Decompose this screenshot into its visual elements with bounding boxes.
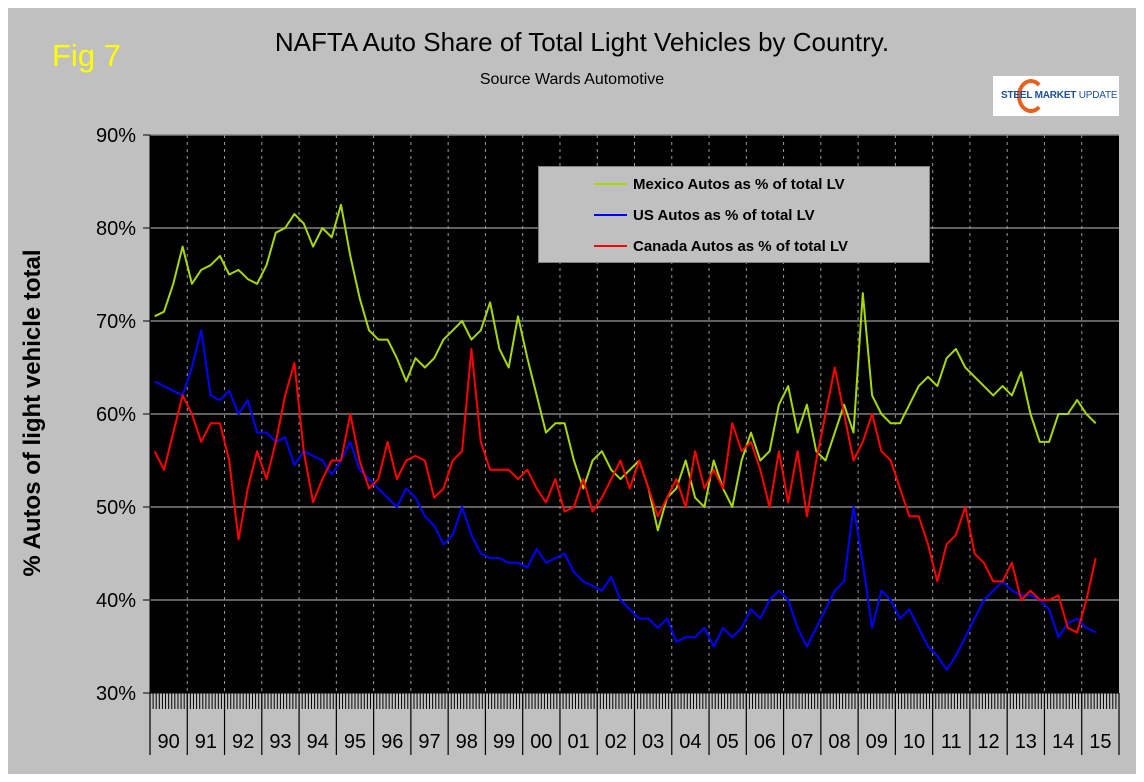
- x-tick-label: 01: [567, 731, 589, 753]
- series-line-canada: [153, 347, 1097, 634]
- logo-text: STEEL MARKET UPDATE: [1001, 90, 1118, 101]
- y-tick-label: 60%: [96, 404, 136, 426]
- x-tick-label: 94: [307, 731, 329, 753]
- x-tick-label: 91: [195, 731, 217, 753]
- legend-label-us: US Autos as % of total LV: [633, 206, 815, 224]
- x-tick-label: 14: [1052, 731, 1074, 753]
- x-tick-label: 12: [977, 731, 999, 753]
- legend-label-mexico: Mexico Autos as % of total LV: [633, 175, 845, 193]
- x-tick-label: 00: [530, 731, 552, 753]
- y-tick-label: 90%: [96, 125, 136, 147]
- axes: 30% 40% 50% 60% 70% 80% 90% 90 91 92 93 94 95 96 97 98 9…: [96, 125, 1120, 755]
- x-tick-label: 97: [418, 731, 440, 753]
- y-tick-label: 50%: [96, 497, 136, 519]
- steel-market-update-logo: STEEL MARKET UPDATE: [993, 76, 1119, 116]
- logo-text-bold: STEEL MARKET: [1001, 90, 1077, 101]
- chart-title: NAFTA Auto Share of Total Light Vehicles…: [274, 27, 890, 57]
- x-tick-label: 98: [456, 731, 478, 753]
- x-tick-label: 10: [903, 731, 925, 753]
- legend-item-us: US Autos as % of total LV: [594, 205, 815, 225]
- y-tick-label: 40%: [96, 590, 136, 612]
- x-tick-label: 06: [754, 731, 776, 753]
- legend: Mexico Autos as % of total LV US Autos a…: [538, 166, 930, 263]
- logo-arc-icon: [1017, 79, 1045, 113]
- figure-label: Fig 7: [52, 38, 121, 73]
- x-tick-label: 95: [344, 731, 366, 753]
- x-tick-label: 93: [269, 731, 291, 753]
- legend-swatch-us: [594, 214, 627, 216]
- x-tick-label: 08: [828, 731, 850, 753]
- x-tick-label: 07: [791, 731, 813, 753]
- x-tick-label: 03: [642, 731, 664, 753]
- x-tick-label: 13: [1015, 731, 1037, 753]
- x-tick-label: 09: [866, 731, 888, 753]
- logo-text-light: UPDATE: [1076, 90, 1118, 101]
- x-tick-label: 15: [1089, 731, 1111, 753]
- y-tick-label: 70%: [96, 311, 136, 333]
- series-group: [153, 203, 1097, 671]
- legend-label-canada: Canada Autos as % of total LV: [633, 237, 849, 255]
- x-tick-label: 99: [493, 731, 515, 753]
- x-tick-label: 96: [381, 731, 403, 753]
- x-tick-label: 02: [605, 731, 627, 753]
- chart-subtitle: Source Wards Automotive: [479, 71, 665, 88]
- y-tick-label: 30%: [96, 683, 136, 705]
- legend-item-canada: Canada Autos as % of total LV: [594, 236, 848, 256]
- legend-swatch-mexico: [594, 183, 627, 185]
- x-tick-label: 04: [679, 731, 701, 753]
- x-tick-label: 92: [232, 731, 254, 753]
- legend-swatch-canada: [594, 245, 627, 247]
- x-tick-label: 11: [941, 731, 962, 753]
- x-tick-label: 90: [158, 731, 180, 753]
- x-tick-label: 05: [717, 731, 739, 753]
- series-line-us: [154, 329, 1097, 671]
- legend-item-mexico: Mexico Autos as % of total LV: [594, 174, 845, 194]
- y-tick-label: 80%: [96, 218, 136, 240]
